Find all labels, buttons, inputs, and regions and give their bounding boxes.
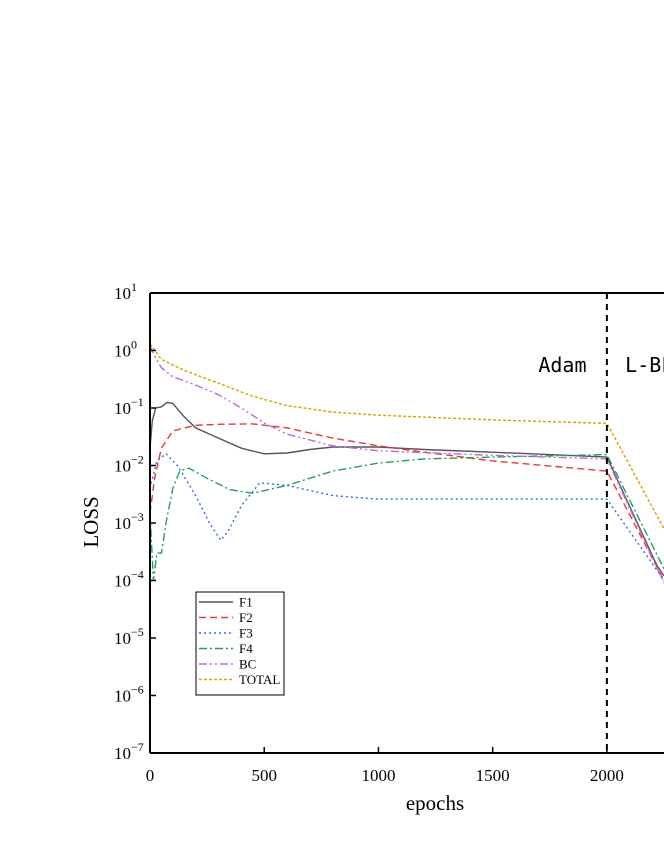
tick-labels: 0 500 1000 1500 2000 10−7 10−6 10−5 10−4 10−3 10−2… [114,280,624,785]
legend-label-f4: F4 [239,641,253,656]
series-line-f4 [149,453,664,581]
legend-label-f3: F3 [239,626,253,641]
series-group [149,293,664,753]
legend-label-total: TOTAL [239,672,280,687]
phase-annotations: Adam L-BFGS [538,353,664,377]
x-tick-label: 1000 [361,766,395,785]
legend-label-f1: F1 [239,595,253,610]
x-tick-label: 500 [251,766,277,785]
phase-annotation: L-BFGS [625,353,664,377]
x-tick-label: 0 [146,766,155,785]
y-tick-label: 10−5 [114,625,144,648]
series-line-f2 [149,423,664,581]
y-tick-label: 10−7 [114,740,144,763]
y-tick-label: 10−3 [114,510,144,533]
y-tick-label: 100 [114,338,137,361]
legend-label-f2: F2 [239,610,253,625]
series-line-bc [149,345,664,584]
y-axis-label: LOSS [79,496,103,547]
y-tick-label: 101 [114,280,137,303]
y-tick-label: 10−6 [114,683,144,706]
x-tick-label: 1500 [476,766,510,785]
axes [149,292,664,754]
x-axis-label: epochs [406,791,464,815]
series-line-f1 [149,401,664,577]
y-tick-label: 10−2 [114,453,144,476]
phase-annotation: Adam [538,353,586,377]
y-tick-label: 10−1 [114,395,144,418]
y-tick-label: 10−4 [114,568,144,591]
series-line-total [149,343,664,529]
series-line-f3 [149,452,664,581]
legend-box [195,591,285,696]
legend-label-bc: BC [239,657,256,672]
x-tick-label: 2000 [590,766,624,785]
